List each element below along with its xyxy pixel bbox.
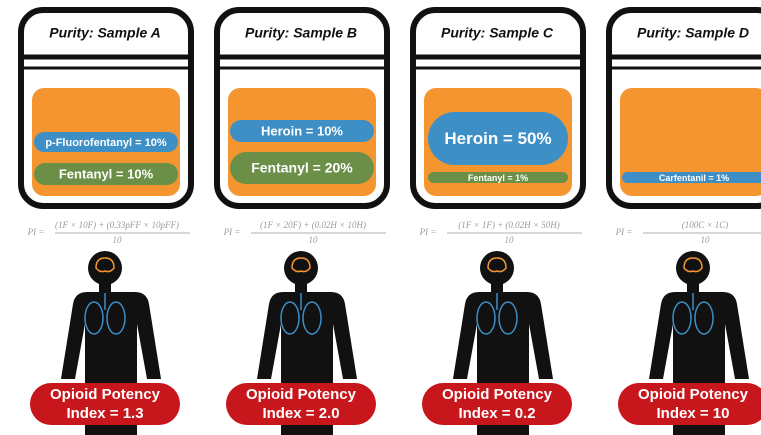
pill-label: Fentanyl = 20%	[251, 160, 353, 176]
potency-value: Index = 2.0	[262, 405, 339, 422]
formula-denominator: 10	[505, 235, 515, 245]
pill-label: Heroin = 50%	[444, 129, 551, 148]
pill-label: Fentanyl = 10%	[59, 166, 154, 181]
formula-numerator: (1F × 1F) + (0.02H × 50H)	[458, 220, 559, 230]
neck	[687, 283, 699, 293]
panel: Purity: Sample C Heroin = 50% Fentanyl = 1…	[413, 10, 583, 435]
formula-lhs: PI =	[27, 227, 45, 237]
jar-title: Purity: Sample B	[245, 25, 357, 41]
formula-numerator: (100C × 1C)	[682, 220, 729, 230]
potency-value: Index = 0.2	[458, 405, 535, 422]
formula-numerator: (1F × 20F) + (0.02H × 10H)	[260, 220, 366, 230]
jar-title: Purity: Sample A	[49, 25, 161, 41]
formula-denominator: 10	[309, 235, 319, 245]
panel: Purity: Sample D Carfentanil = 1% PI = (100…	[609, 10, 761, 435]
formula-lhs: PI =	[615, 227, 633, 237]
formula-lhs: PI =	[223, 227, 241, 237]
potency-label: Opioid Potency	[246, 386, 357, 403]
pill-label: Carfentanil = 1%	[659, 173, 729, 183]
head	[284, 251, 318, 285]
infographic: Purity: Sample A p-Fluorofentanyl = 10% Fe…	[0, 0, 761, 435]
panel: Purity: Sample B Heroin = 10% Fentanyl = 2…	[217, 10, 387, 435]
jar-title: Purity: Sample D	[637, 25, 749, 41]
head	[676, 251, 710, 285]
pill-label: Fentanyl = 1%	[468, 173, 528, 183]
potency-label: Opioid Potency	[442, 386, 553, 403]
neck	[99, 283, 111, 293]
potency-label: Opioid Potency	[638, 386, 749, 403]
formula-numerator: (1F × 10F) + (0.33pFF × 10pFF)	[55, 220, 179, 230]
neck	[295, 283, 307, 293]
pill-label: p-Fluorofentanyl = 10%	[45, 137, 167, 149]
potency-value: Index = 10	[657, 405, 730, 422]
formula-lhs: PI =	[419, 227, 437, 237]
potency-label: Opioid Potency	[50, 386, 161, 403]
head	[88, 251, 122, 285]
formula-denominator: 10	[701, 235, 711, 245]
neck	[491, 283, 503, 293]
pill-label: Heroin = 10%	[261, 123, 343, 138]
potency-value: Index = 1.3	[66, 405, 143, 422]
head	[480, 251, 514, 285]
panel: Purity: Sample A p-Fluorofentanyl = 10% Fe…	[21, 10, 191, 435]
formula-denominator: 10	[113, 235, 123, 245]
jar-title: Purity: Sample C	[441, 25, 554, 41]
